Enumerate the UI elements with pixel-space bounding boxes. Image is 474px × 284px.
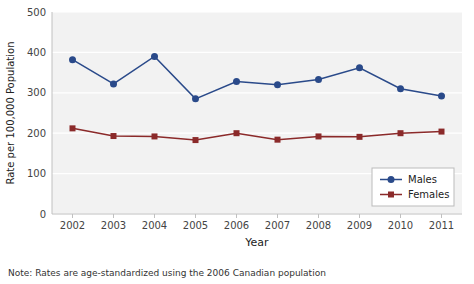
series-marker [439,129,445,135]
x-tick [236,214,237,218]
grid-line [52,52,462,53]
series-marker [152,133,158,139]
series-marker [315,76,322,83]
y-tick-label: 0 [40,209,46,220]
x-tick-label: 2007 [265,220,290,231]
series-marker [316,133,322,139]
y-tick-label: 300 [27,87,46,98]
x-tick-label: 2004 [142,220,167,231]
series-marker [357,134,363,140]
series-marker [69,56,76,63]
series-marker [274,81,281,88]
y-tick-label: 500 [27,7,46,18]
chart: 0 100 200 300 400 500 2002 2003 2004 2005 2006 2007… [0,0,474,284]
x-axis-label: Year [244,236,269,249]
legend-marker [388,192,394,198]
series-marker [397,85,404,92]
note: Note: Rates are age-standardized using t… [8,268,326,278]
x-tick-label: 2003 [101,220,126,231]
series-marker [111,133,117,139]
y-axis-label: Rate per 100,000 Population [5,42,16,185]
y-tick-label: 100 [27,168,46,179]
y-tick-label: 400 [27,47,46,58]
x-tick-label: 2006 [224,220,249,231]
series-marker [193,137,199,143]
x-tick [359,214,360,218]
y-axis-line [52,12,53,214]
x-tick [318,214,319,218]
series-marker [233,78,240,85]
series-marker [398,130,404,136]
x-tick [400,214,401,218]
legend-marker [388,176,395,183]
x-tick-label: 2002 [60,220,85,231]
x-tick [277,214,278,218]
x-tick-label: 2005 [183,220,208,231]
grid-line [52,92,462,93]
series-marker [70,125,76,131]
series-marker [234,130,240,136]
series-marker [110,80,117,87]
x-tick-label: 2009 [347,220,372,231]
series-line [73,128,442,140]
series-marker [438,93,445,100]
x-tick [154,214,155,218]
grid-line [52,11,462,12]
x-tick-label: 2011 [429,220,454,231]
x-tick-label: 2010 [388,220,413,231]
legend-box [372,168,454,206]
x-tick-label: 2008 [306,220,331,231]
series-marker [192,95,199,102]
data-group [69,53,445,143]
plot-background [52,12,462,214]
legend-label: Males [408,174,437,185]
legend-label: Females [408,189,449,200]
x-tick [113,214,114,218]
y-tick-label: 200 [27,128,46,139]
series-marker [275,137,281,143]
x-tick [441,214,442,218]
legend: Males Females [372,168,454,206]
x-tick [195,214,196,218]
series-line [73,56,442,98]
series-marker [151,53,158,60]
series-marker [356,64,363,71]
x-tick [72,214,73,218]
